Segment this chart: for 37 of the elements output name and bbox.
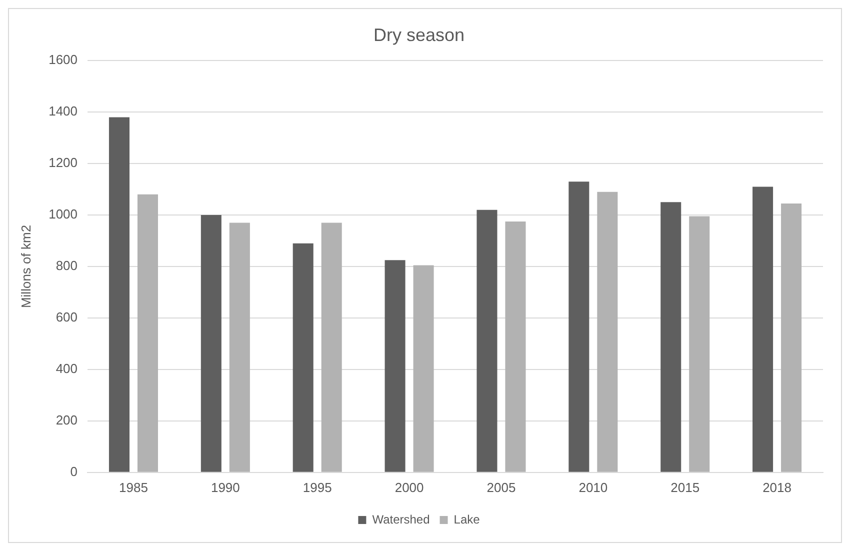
x-tick-label: 1990	[210, 480, 240, 495]
bar	[229, 222, 250, 472]
bar	[292, 243, 314, 472]
x-tick-label: 2015	[670, 480, 700, 495]
bar	[413, 265, 434, 472]
y-tick-label: 600	[56, 310, 78, 325]
y-tick-label: 1600	[48, 52, 78, 68]
bar	[108, 117, 130, 472]
y-tick-label: 200	[56, 412, 78, 428]
bar	[321, 222, 342, 472]
x-tick-label: 2010	[578, 480, 608, 495]
y-tick-label: 800	[56, 258, 78, 274]
bar	[781, 203, 802, 472]
legend-label: Watershed	[372, 512, 430, 526]
y-tick-label: 400	[56, 361, 78, 376]
bar	[568, 182, 590, 472]
y-tick-label: 1000	[48, 206, 78, 222]
x-tick-label: 2005	[486, 480, 516, 495]
bar	[597, 192, 618, 472]
y-tick-label: 1200	[48, 155, 78, 170]
bar	[660, 202, 682, 472]
bar	[689, 216, 710, 472]
x-tick-label: 2018	[762, 480, 792, 495]
chart-title: Dry season	[373, 24, 465, 45]
bar	[752, 186, 774, 472]
y-tick-label: 0	[70, 464, 78, 479]
y-axis-title: Millons of km2	[18, 224, 34, 308]
x-tick-label: 1985	[119, 480, 148, 495]
bar	[384, 260, 406, 472]
x-tick-label: 2000	[394, 480, 424, 495]
bar	[200, 215, 222, 472]
bar	[505, 221, 526, 472]
y-tick-label: 1400	[48, 104, 78, 119]
legend-label: Lake	[454, 512, 480, 526]
x-tick-label: 1995	[302, 480, 332, 495]
bar	[476, 210, 498, 472]
bar	[137, 194, 158, 472]
